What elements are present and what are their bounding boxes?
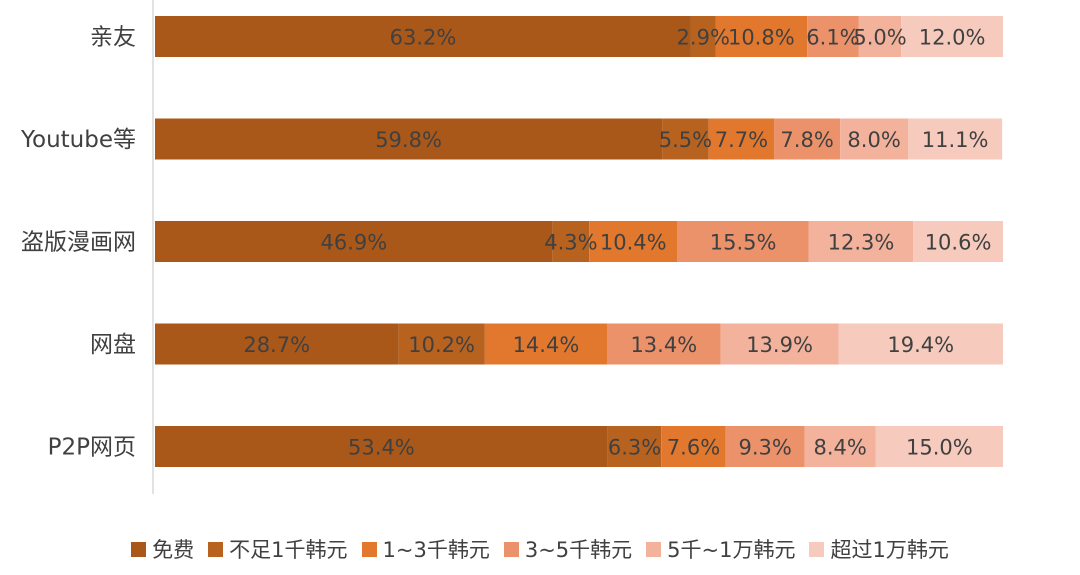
legend-label: 不足1千韩元 xyxy=(229,538,348,562)
legend-swatch xyxy=(809,541,825,557)
data-label: 5.5% xyxy=(659,128,712,152)
bar-segment xyxy=(807,16,859,57)
bar-segment xyxy=(901,16,1003,57)
legend-swatch xyxy=(131,541,147,557)
category-label: Youtube等 xyxy=(20,127,136,153)
legend-item: 5千~1万韩元 xyxy=(646,534,795,564)
legend-swatch xyxy=(208,541,224,557)
bar-segment xyxy=(720,323,839,365)
bar-segment xyxy=(808,221,914,262)
bar-segment xyxy=(662,118,709,160)
legend-swatch xyxy=(646,541,662,557)
data-label: 5.0% xyxy=(853,26,906,50)
bar-segment xyxy=(840,118,909,160)
legend-item: 1~3千韩元 xyxy=(361,534,490,564)
bar-segment xyxy=(725,426,805,467)
data-label: 6.1% xyxy=(806,26,859,50)
data-label: 2.9% xyxy=(677,26,730,50)
data-label: 8.4% xyxy=(814,436,867,460)
data-label: 10.6% xyxy=(925,231,992,255)
bar-segment xyxy=(607,426,662,467)
legend-label: 超过1万韩元 xyxy=(830,538,949,562)
bar-segment xyxy=(155,323,399,365)
data-label: 7.7% xyxy=(715,128,768,152)
bar-segment xyxy=(875,426,1003,467)
legend-item: 3~5千韩元 xyxy=(503,534,633,564)
bar-segment xyxy=(155,221,553,262)
legend-label: 1~3千韩元 xyxy=(382,538,490,562)
data-label: 10.2% xyxy=(408,333,475,357)
bar-segment xyxy=(155,118,663,160)
data-label: 46.9% xyxy=(320,231,387,255)
legend-item: 超过1万韩元 xyxy=(809,534,949,564)
bar-segment xyxy=(661,426,726,467)
bar-segment xyxy=(715,16,808,57)
legend-item: 不足1千韩元 xyxy=(208,534,348,564)
data-label: 53.4% xyxy=(348,436,415,460)
bar-segment xyxy=(606,323,721,365)
bar-segment xyxy=(708,118,775,160)
data-label: 11.1% xyxy=(922,128,989,152)
legend-swatch xyxy=(503,541,519,557)
bar-segment xyxy=(804,426,876,467)
bar-segment xyxy=(838,323,1003,365)
category-label: 网盘 xyxy=(90,332,136,358)
legend-label: 5千~1万韩元 xyxy=(667,538,796,562)
data-label: 28.7% xyxy=(243,333,310,357)
category-label: P2P网页 xyxy=(48,435,136,461)
bar-segment xyxy=(913,221,1003,262)
legend-label: 3~5千韩元 xyxy=(524,538,633,562)
data-label: 13.4% xyxy=(630,333,697,357)
data-label: 7.8% xyxy=(780,128,833,152)
data-label: 19.4% xyxy=(887,333,954,357)
data-label: 10.8% xyxy=(728,26,795,50)
legend-item: 免费 xyxy=(131,534,194,564)
bar-segment xyxy=(484,323,607,365)
bar-segment xyxy=(552,221,590,262)
legend-label: 免费 xyxy=(152,538,195,562)
data-label: 12.0% xyxy=(919,26,986,50)
bar-segment xyxy=(858,16,902,57)
data-label: 6.3% xyxy=(608,436,661,460)
data-label: 10.4% xyxy=(600,231,667,255)
category-label: 盗版漫画网 xyxy=(21,230,136,256)
data-label: 59.8% xyxy=(375,128,442,152)
data-label: 9.3% xyxy=(738,436,791,460)
bar-segment xyxy=(690,16,716,57)
bar-segment xyxy=(155,16,691,57)
data-label: 4.3% xyxy=(544,231,597,255)
bar-segment xyxy=(677,221,809,262)
bar-segment xyxy=(155,426,608,467)
bar-segment xyxy=(589,221,678,262)
data-label: 8.0% xyxy=(847,128,900,152)
data-label: 63.2% xyxy=(390,26,457,50)
category-label: 亲友 xyxy=(90,25,136,51)
bar-segment xyxy=(774,118,841,160)
chart-legend: 免费 不足1千韩元 1~3千韩元 3~5千韩元 5千~1万韩元 超过1万韩元 xyxy=(0,532,1080,566)
data-label: 14.4% xyxy=(513,333,580,357)
data-label: 12.3% xyxy=(828,231,895,255)
legend-swatch xyxy=(361,541,377,557)
data-label: 7.6% xyxy=(667,436,720,460)
data-label: 15.5% xyxy=(710,231,777,255)
bar-segment xyxy=(398,323,485,365)
data-label: 13.9% xyxy=(746,333,813,357)
bar-segment xyxy=(908,118,1003,160)
chart-canvas: 亲友 63.2% 2.9%10.8% 6.1%5.0% 12.0% Youtube等 59.… xyxy=(20,0,1003,494)
data-label: 15.0% xyxy=(906,436,973,460)
